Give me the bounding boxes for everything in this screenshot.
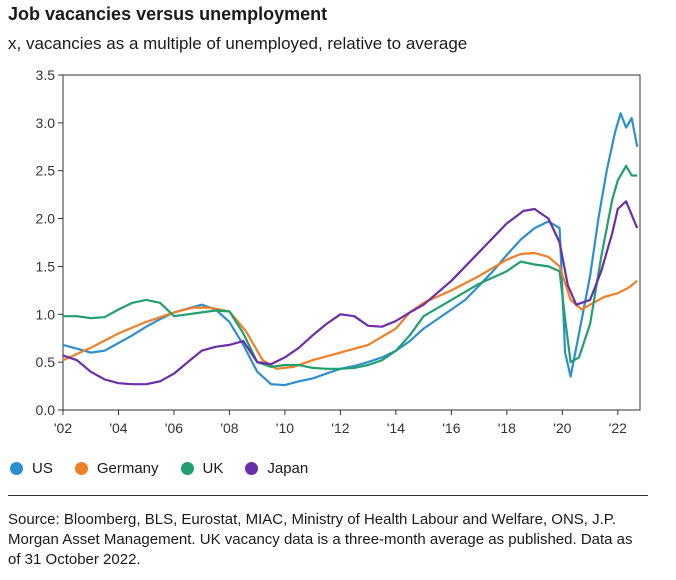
x-tick-label: '08: [220, 420, 238, 436]
source-note: Source: Bloomberg, BLS, Eurostat, MIAC, …: [8, 511, 633, 568]
x-tick-label: '02: [54, 420, 72, 436]
x-tick-label: '12: [331, 420, 349, 436]
y-tick-label: 2.5: [36, 163, 56, 179]
y-tick-label: 3.5: [36, 67, 56, 83]
legend-label: US: [32, 460, 53, 477]
y-tick-label: 2.0: [36, 211, 56, 227]
x-tick-label: '16: [442, 420, 460, 436]
x-tick-label: '04: [109, 420, 127, 436]
legend-swatch: [180, 462, 194, 475]
divider: [8, 495, 648, 496]
y-tick-label: 0.5: [36, 354, 56, 370]
legend-item-japan: Japan: [245, 460, 308, 477]
series-line-germany: [62, 251, 638, 370]
x-tick-label: '22: [609, 420, 627, 436]
x-tick-label: '20: [553, 420, 571, 436]
series-line-us: [62, 112, 639, 387]
legend-label: UK: [202, 460, 224, 477]
legend-label: Japan: [267, 460, 309, 477]
x-tick-label: '06: [165, 420, 183, 436]
x-tick-label: '14: [387, 420, 405, 436]
plot-frame: [62, 74, 641, 411]
legend: US Germany UK Japan: [10, 460, 330, 477]
legend-item-germany: Germany: [74, 460, 159, 477]
legend-item-uk: UK: [180, 460, 224, 477]
chart-title: Job vacancies versus unemployment: [8, 4, 328, 24]
x-tick-label: '10: [276, 420, 294, 436]
legend-item-us: US: [10, 460, 53, 477]
x-tick-label: '18: [498, 420, 516, 436]
y-tick-label: 0.0: [36, 402, 56, 418]
legend-label: Germany: [96, 460, 159, 477]
y-tick-label: 1.5: [36, 258, 56, 274]
chart-series: [62, 112, 639, 387]
y-tick-label: 3.0: [36, 115, 56, 131]
legend-swatch: [74, 462, 88, 475]
chart-subtitle: x, vacancies as a multiple of unemployed…: [8, 34, 468, 53]
legend-swatch: [245, 462, 259, 475]
legend-swatch: [10, 462, 23, 475]
series-line-uk: [63, 164, 638, 370]
y-tick-label: 1.0: [36, 306, 56, 322]
line-chart: 0.0 0.5 1.0 1.5 2.0 2.5 3.0 3.5 '02 '04 '06 '08 '10 '…: [36, 67, 641, 436]
chart-axes: 0.0 0.5 1.0 1.5 2.0 2.5 3.0 3.5 '02 '04 '06 '08 '10 '…: [36, 67, 641, 436]
series-line-japan: [62, 200, 639, 386]
